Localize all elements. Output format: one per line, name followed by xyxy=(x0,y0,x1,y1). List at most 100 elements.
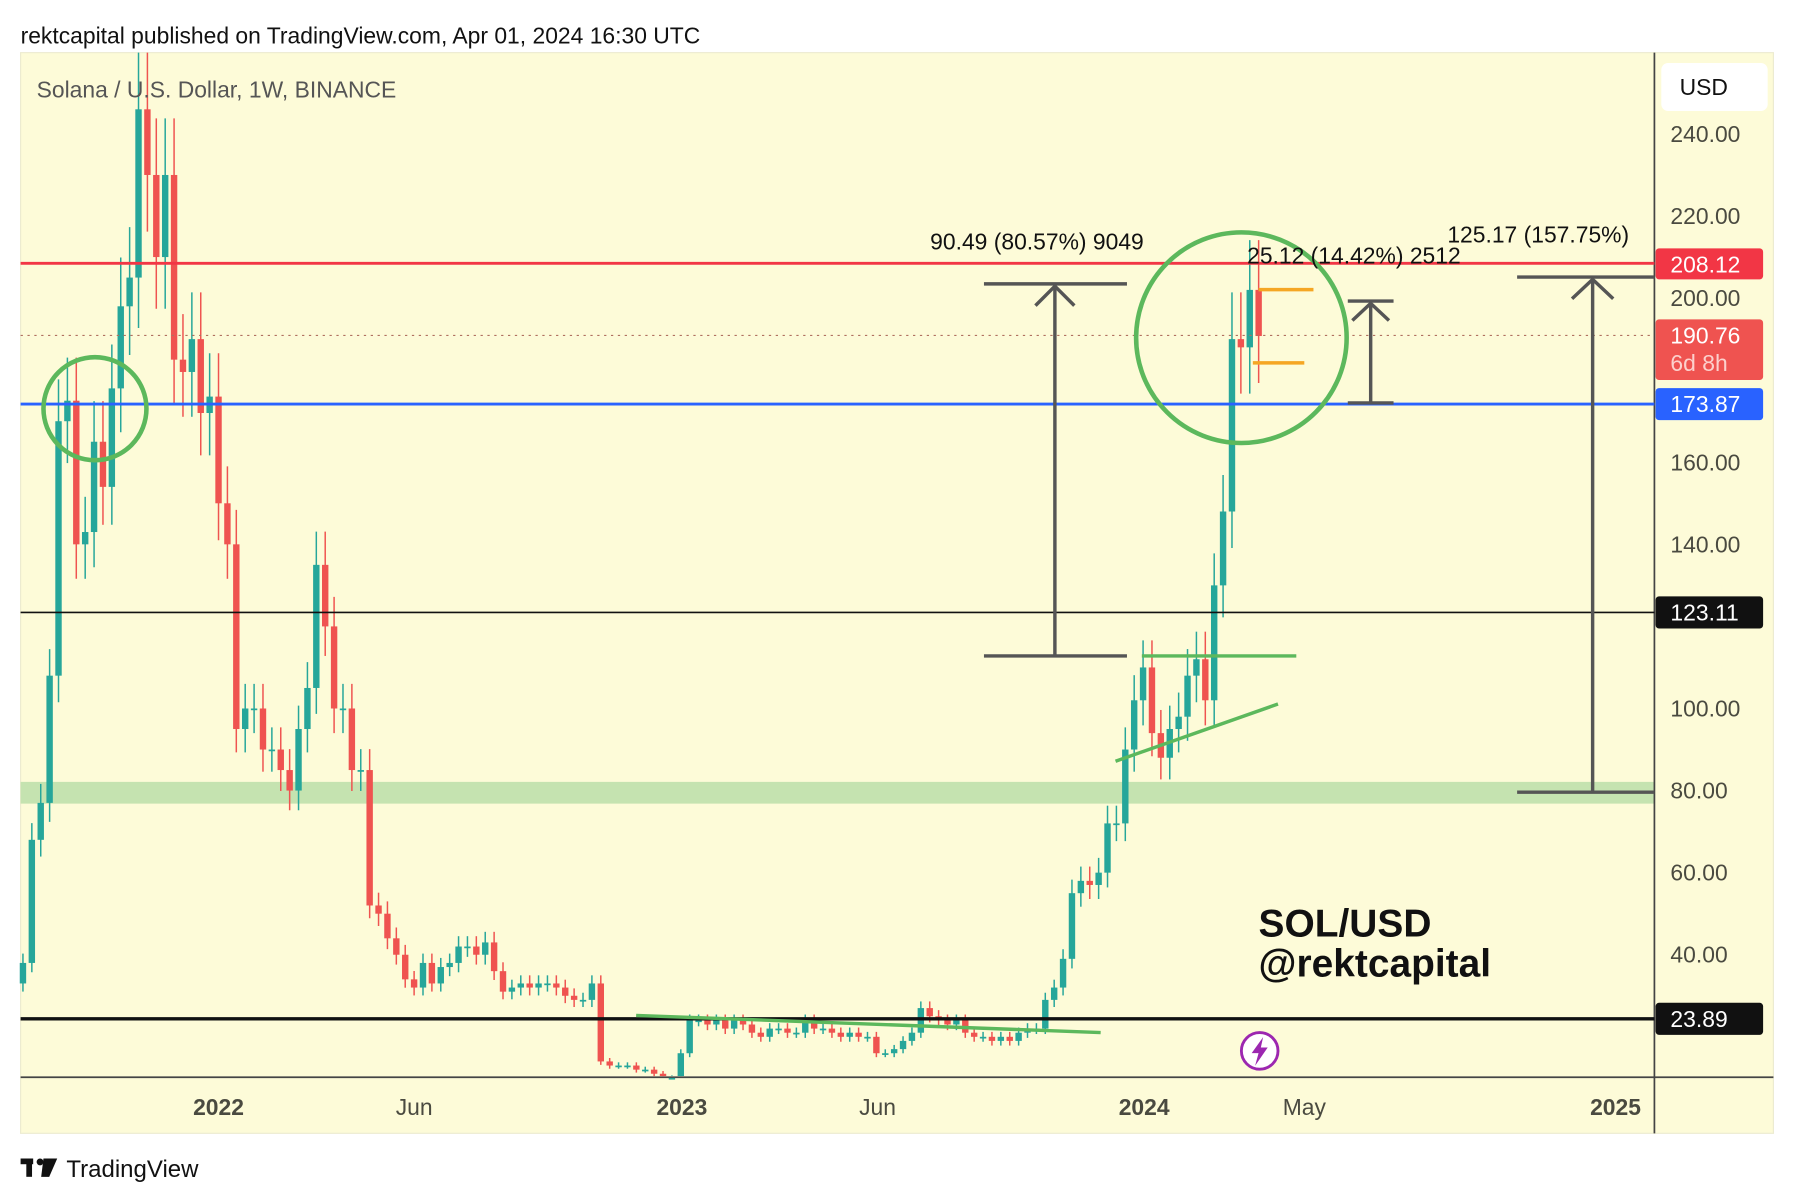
candle-body xyxy=(108,388,116,487)
candle-body xyxy=(606,1061,613,1066)
candle-body xyxy=(979,1036,987,1039)
watermark-author: @rektcapital xyxy=(1259,942,1492,985)
candle-body xyxy=(135,109,142,278)
measurement-2-label: 25.12 (14.42%) 2512 xyxy=(1247,242,1461,268)
candle-body xyxy=(499,971,507,992)
candle-body xyxy=(677,1053,685,1077)
candle-body xyxy=(19,962,27,984)
candle-body xyxy=(250,708,258,711)
candle-body xyxy=(81,532,89,545)
candle-body xyxy=(233,544,240,730)
candle-body xyxy=(1068,893,1076,959)
candle-body xyxy=(1104,823,1111,873)
candle-body xyxy=(864,1036,871,1039)
candle-body xyxy=(241,708,249,730)
tradingview-brand: TradingView xyxy=(66,1156,199,1183)
candle-body xyxy=(633,1065,640,1070)
time-tick-label: May xyxy=(1283,1094,1327,1120)
candle-body xyxy=(304,687,311,730)
last-price-badge xyxy=(1655,319,1764,381)
candle-body xyxy=(428,962,436,984)
candle-body xyxy=(953,1020,960,1025)
candle-body xyxy=(908,1032,916,1041)
green-trendline[interactable] xyxy=(1114,702,1279,763)
candle-body xyxy=(490,942,498,972)
candle-body xyxy=(802,1020,809,1033)
candle-body xyxy=(1139,667,1147,701)
time-tick-label: 2023 xyxy=(656,1094,707,1120)
candle-body xyxy=(1077,880,1085,894)
candle-body xyxy=(322,564,329,627)
measurement-2[interactable] xyxy=(1347,299,1394,405)
currency-button[interactable] xyxy=(1661,62,1768,112)
candle-body xyxy=(402,954,409,980)
candle-body xyxy=(384,913,391,939)
candle-body xyxy=(99,441,107,487)
price-axis[interactable]: 240.00 220.00 200.00 160.00 140.00 100.00 80.0… xyxy=(1670,121,1740,968)
currency-button-label: USD xyxy=(1680,74,1728,100)
candle-body xyxy=(1130,700,1138,750)
candle-body xyxy=(553,983,560,988)
publish-header: rektcapital published on TradingView.com… xyxy=(21,22,701,48)
symbol-label[interactable]: Solana / U.S. Dollar, 1W, BINANCE xyxy=(37,76,397,102)
watermark-pair: SOL/USD xyxy=(1259,902,1432,945)
candle-body xyxy=(704,1020,711,1025)
measurement-3[interactable] xyxy=(1517,275,1655,794)
candle-body xyxy=(1006,1036,1013,1041)
candle-body xyxy=(46,675,53,803)
price-tick-label: 200.00 xyxy=(1670,285,1740,311)
candle-body xyxy=(1219,511,1227,586)
green-base-trendline[interactable] xyxy=(636,1013,1101,1035)
low-level-badge xyxy=(1655,1002,1764,1035)
candle-body xyxy=(1210,585,1218,701)
candle-body xyxy=(55,421,62,676)
candle-body xyxy=(1059,958,1067,988)
price-tick-label: 140.00 xyxy=(1670,531,1740,557)
candle-body xyxy=(944,1020,951,1025)
candle-body xyxy=(855,1032,862,1037)
tradingview-logo-icon[interactable] xyxy=(20,1158,58,1177)
green-circle-left[interactable] xyxy=(41,354,149,463)
measurement-1-label: 90.49 (80.57%) 9049 xyxy=(930,229,1144,255)
candle-body xyxy=(1255,289,1262,337)
candle-body xyxy=(64,400,71,422)
last-price-label: 190.76 xyxy=(1670,322,1740,348)
price-tick-label: 160.00 xyxy=(1670,449,1740,475)
candle-body xyxy=(793,1032,800,1035)
candle-body xyxy=(1086,880,1093,885)
lightning-icon[interactable] xyxy=(1239,1031,1280,1071)
candle-body xyxy=(330,626,338,709)
candle-body xyxy=(784,1028,791,1033)
time-axis[interactable]: 2022 Jun 2023 Jun 2024 May 2025 xyxy=(193,1094,1641,1120)
candle-body xyxy=(1184,675,1191,717)
measurement-1[interactable] xyxy=(983,282,1127,658)
candle-body xyxy=(179,359,187,372)
candle-body xyxy=(997,1036,1005,1041)
candle-body xyxy=(873,1036,880,1054)
candle-body xyxy=(375,905,382,914)
candle-body xyxy=(73,400,80,545)
resistance-price-label: 208.12 xyxy=(1670,251,1740,277)
candle-body xyxy=(722,1020,729,1029)
candle-body xyxy=(624,1065,631,1068)
candle-body xyxy=(366,770,373,906)
price-tick-label: 100.00 xyxy=(1670,696,1740,722)
candle-body xyxy=(526,983,533,988)
candle-body xyxy=(828,1028,836,1033)
candle-body xyxy=(508,987,516,992)
candle-body xyxy=(1113,823,1120,826)
green-circle-right[interactable] xyxy=(1133,230,1349,446)
candle-body xyxy=(144,109,151,175)
blue-support-badge xyxy=(1655,388,1764,421)
price-tick-label: 60.00 xyxy=(1670,860,1727,886)
candle-body xyxy=(188,339,196,372)
candle-body xyxy=(988,1036,996,1041)
candle-body xyxy=(410,979,418,988)
candle-countdown: 6d 8h xyxy=(1670,350,1727,376)
candle-body xyxy=(393,938,400,955)
measurement-3-label: 125.17 (157.75%) xyxy=(1447,222,1629,248)
price-tick-label: 240.00 xyxy=(1670,121,1740,147)
candle-body xyxy=(757,1032,765,1037)
